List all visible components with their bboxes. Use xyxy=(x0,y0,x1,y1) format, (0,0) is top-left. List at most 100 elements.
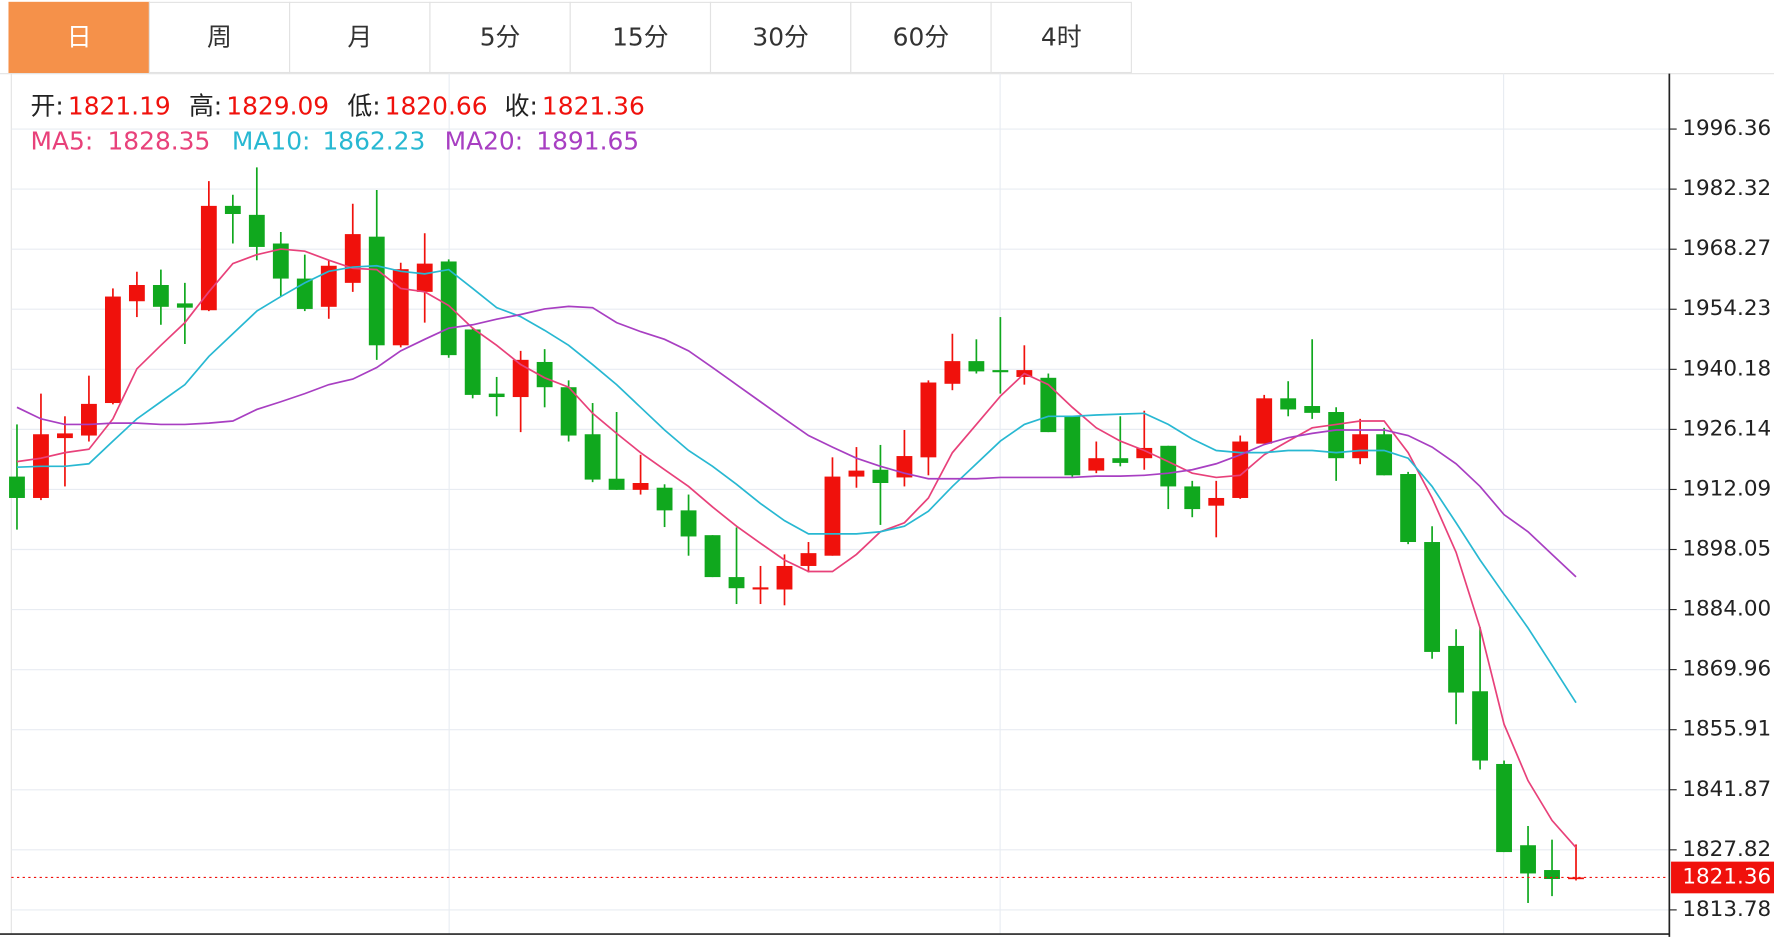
candle-body xyxy=(560,387,577,436)
candle-body xyxy=(1040,377,1057,433)
tab[interactable]: 4时 xyxy=(990,1,1132,74)
tab-background[interactable] xyxy=(289,1,431,74)
candle-body xyxy=(1496,763,1512,853)
tab[interactable]: 30分 xyxy=(709,1,852,74)
tab-background[interactable] xyxy=(709,1,852,74)
candle-body xyxy=(488,393,505,398)
tab[interactable]: 15分 xyxy=(569,1,712,74)
summary-value: 1821.19 xyxy=(68,92,171,121)
y-tick-label: 1912.09 xyxy=(1682,476,1771,501)
candle-body xyxy=(464,329,481,395)
candle-body xyxy=(752,587,769,590)
candle-body xyxy=(9,476,25,498)
y-axis: 1813.78 1827.82 1841.87 1855.91 1869.96 1884.… xyxy=(1668,116,1774,922)
candle-body xyxy=(1112,458,1129,463)
summary-label: 低: xyxy=(347,92,380,121)
tab-label[interactable]: 15分 xyxy=(612,23,669,52)
tab[interactable]: 5分 xyxy=(429,1,571,74)
header: 开: 1821.19 高: 1829.09 低: 1820.66 收: 1821.36 MA5:… xyxy=(31,92,645,156)
candle-body xyxy=(1208,497,1225,506)
candle-body xyxy=(1328,412,1345,459)
tab[interactable]: 周 xyxy=(148,1,291,74)
candle-body xyxy=(1544,870,1560,880)
candle-body xyxy=(992,370,1009,373)
candle-body xyxy=(392,269,409,346)
summary-value: 1821.36 xyxy=(542,92,645,121)
candle-body xyxy=(368,236,385,346)
candle-body xyxy=(1568,877,1584,880)
tab-background[interactable] xyxy=(850,1,992,74)
summary-label: 开: xyxy=(31,92,64,121)
candle-body xyxy=(1400,474,1417,543)
candle-body xyxy=(272,243,289,279)
candle-body xyxy=(656,487,673,511)
ma-line xyxy=(16,248,1577,849)
candle-body xyxy=(344,234,361,283)
candle-body xyxy=(176,303,193,308)
tab-label[interactable]: 日 xyxy=(67,23,92,52)
candle-body xyxy=(584,434,601,480)
ma-line xyxy=(16,264,1577,704)
y-tick-label: 1827.82 xyxy=(1682,837,1771,862)
candle-body xyxy=(680,510,697,537)
candle-body xyxy=(128,284,145,302)
tab-background[interactable] xyxy=(8,1,150,74)
candle-body xyxy=(512,359,529,398)
tab-label[interactable]: 4时 xyxy=(1041,23,1082,52)
ma-legend-name: MA10: xyxy=(232,127,311,156)
candle-body xyxy=(1256,398,1273,444)
candle-body xyxy=(608,478,625,490)
ma-legend-value: 1862.23 xyxy=(322,127,425,156)
ma-line xyxy=(16,305,1577,578)
candle-body xyxy=(1304,406,1321,413)
candle-body xyxy=(152,284,169,307)
y-tick-label: 1884.00 xyxy=(1682,597,1771,622)
candle-body xyxy=(1352,434,1369,459)
candle-body xyxy=(1448,645,1465,693)
ma-legend-name: MA20: xyxy=(445,127,524,156)
candle-body xyxy=(728,577,745,589)
tab-background[interactable] xyxy=(990,1,1132,74)
candle-body xyxy=(1280,398,1297,410)
candle-body xyxy=(440,261,457,356)
candle-body xyxy=(776,565,793,590)
tab-background[interactable] xyxy=(429,1,571,74)
candle-body xyxy=(1472,691,1488,761)
tab[interactable]: 60分 xyxy=(850,1,992,74)
candle-body xyxy=(632,483,649,490)
tab-label[interactable]: 60分 xyxy=(893,23,950,52)
ma-legend-value: 1828.35 xyxy=(107,127,210,156)
y-tick-label: 1855.91 xyxy=(1682,717,1771,742)
candle-body xyxy=(81,403,97,436)
candle-body xyxy=(1160,445,1177,487)
grid xyxy=(11,128,1669,911)
candle-body xyxy=(800,553,817,566)
candle-body xyxy=(416,263,433,292)
candle-body xyxy=(536,361,553,388)
y-tick-label: 1926.14 xyxy=(1682,416,1771,441)
candle-body xyxy=(1064,416,1081,476)
tab-background[interactable] xyxy=(569,1,712,74)
tab-background[interactable] xyxy=(148,1,291,74)
tab-label[interactable]: 5分 xyxy=(480,23,521,52)
tab-label[interactable]: 30分 xyxy=(752,23,809,52)
tab[interactable]: 月 xyxy=(289,1,431,74)
candle-body xyxy=(320,265,337,307)
summary-label: 收: xyxy=(505,92,538,121)
candle-body xyxy=(57,433,73,439)
tab[interactable]: 日 xyxy=(8,1,150,74)
y-tick-label: 1982.32 xyxy=(1682,176,1771,201)
candle-body xyxy=(920,382,937,458)
candle-body xyxy=(968,361,985,372)
candle-body xyxy=(224,205,241,215)
tab-bar: 日 周 月 5分 15分 30分 60分 4时 xyxy=(8,1,1132,74)
candle-body xyxy=(1424,542,1441,652)
candle-body xyxy=(1520,845,1536,874)
candle-body xyxy=(248,214,265,247)
current-price-label: 1821.36 xyxy=(1682,864,1771,889)
ma-legend-value: 1891.65 xyxy=(536,127,639,156)
tab-label[interactable]: 周 xyxy=(207,23,232,52)
tab-label[interactable]: 月 xyxy=(347,23,372,52)
y-tick-label: 1968.27 xyxy=(1682,236,1771,261)
